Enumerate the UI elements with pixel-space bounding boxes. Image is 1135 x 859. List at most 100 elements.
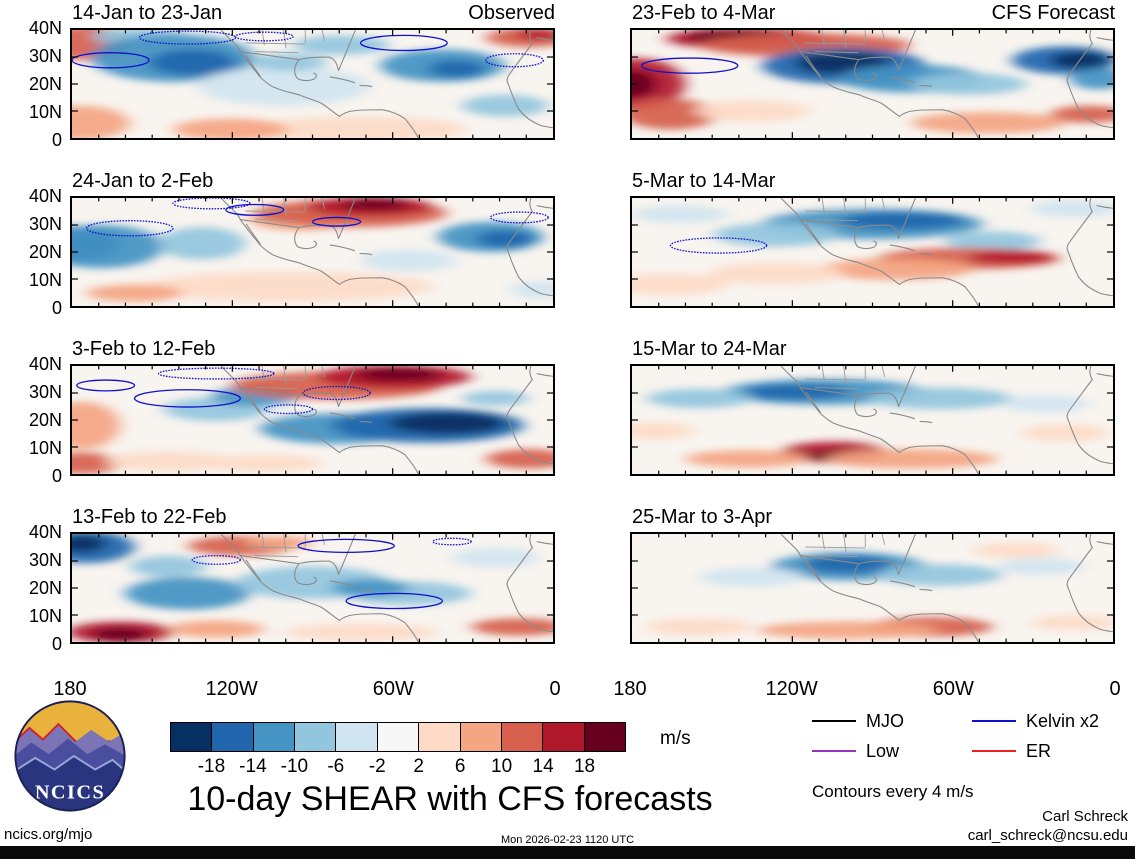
- panel-date-range: 3-Feb to 12-Feb: [72, 338, 216, 360]
- colorbar-level-label: -10: [280, 756, 309, 777]
- y-tick-label: 30N: [28, 46, 62, 66]
- shear-anomaly-map: [72, 198, 553, 306]
- y-tick-label: 20N: [28, 242, 62, 262]
- colorbar-labels: -18 -14 -10 -6 -2 2 6 10 14 18: [170, 752, 626, 777]
- shear-anomaly-map: [632, 30, 1113, 138]
- panel-date-range: 24-Jan to 2-Feb: [72, 170, 214, 192]
- panel-date-range: 15-Mar to 24-Mar: [632, 338, 787, 360]
- logo-front-ridge: [15, 754, 125, 773]
- observed-column: 14-Jan to 23-Jan Observed 40N 30N 20N 10N 0 …: [0, 0, 561, 702]
- colorbar-segment: [211, 723, 253, 751]
- y-tick-label: 0: [51, 130, 62, 150]
- shear-anomaly-map: [72, 366, 553, 474]
- colorbar-level-label: -14: [239, 756, 267, 777]
- y-tick-label: 40N: [28, 18, 62, 38]
- y-tick-label: 0: [51, 466, 62, 486]
- y-axis: [560, 532, 630, 644]
- author-email: carl_schreck@ncsu.edu: [967, 826, 1128, 844]
- colorbar-level-label: 6: [454, 756, 466, 777]
- shear-anomaly-map: [72, 534, 553, 642]
- panel-date-range: 23-Feb to 4-Mar: [632, 2, 776, 24]
- y-axis: [560, 28, 630, 140]
- map-panel: 15-Mar to 24-Mar: [560, 336, 1115, 504]
- author-credit: Carl Schreck carl_schreck@ncsu.edu: [968, 808, 1128, 846]
- legend-item-er: ER: [972, 741, 1132, 762]
- y-tick-label: 20N: [28, 410, 62, 430]
- map-frame: [630, 196, 1115, 308]
- panel-date-range: 13-Feb to 22-Feb: [72, 506, 227, 528]
- legend-label-kelvin: Kelvin x2: [1026, 710, 1100, 731]
- y-tick-label: 30N: [28, 382, 62, 402]
- logo-mountains-front: [15, 756, 125, 811]
- legend-label-mjo: MJO: [866, 710, 904, 731]
- column-header-observed: Observed: [468, 2, 555, 24]
- legend-item-low: Low: [812, 741, 972, 762]
- panel-date-range: 14-Jan to 23-Jan: [72, 2, 223, 24]
- y-axis: [560, 364, 630, 476]
- colorbar-level-label: 18: [573, 756, 596, 777]
- contour-interval-note: Contours every 4 m/s: [812, 782, 974, 801]
- map-panel: 14-Jan to 23-Jan Observed 40N 30N 20N 10N 0: [0, 0, 555, 168]
- column-header-forecast: CFS Forecast: [991, 2, 1115, 24]
- x-tick-label: 180: [53, 678, 87, 700]
- colorbar-segment: [459, 723, 501, 751]
- colorbar-level-label: -6: [327, 756, 345, 777]
- shear-anomaly-map: [632, 198, 1113, 306]
- map-panel: 5-Mar to 14-Mar: [560, 168, 1115, 336]
- legend-item-kelvin: Kelvin x2: [972, 711, 1132, 732]
- map-panel: 25-Mar to 3-Apr: [560, 504, 1115, 672]
- shear-anomaly-map: [632, 534, 1113, 642]
- y-tick-label: 40N: [28, 186, 62, 206]
- x-tick-label: 180: [613, 678, 647, 700]
- y-tick-label: 0: [51, 634, 62, 654]
- x-tick-label: 60W: [932, 678, 974, 700]
- y-axis: 40N 30N 20N 10N 0: [0, 355, 70, 485]
- colorbar-level-label: 10: [491, 756, 513, 777]
- y-tick-label: 10N: [28, 270, 62, 290]
- er-line-swatch: [972, 749, 1016, 753]
- site-url: ncics.org/mjo: [4, 826, 93, 843]
- colorbar-level-label: 2: [413, 756, 425, 777]
- x-tick-label: 120W: [765, 678, 818, 700]
- colorbar-segment: [500, 723, 543, 751]
- x-tick-label: 0: [1109, 678, 1121, 700]
- colorbar-level-label: -18: [197, 756, 226, 777]
- forecast-column: 23-Feb to 4-Mar CFS Forecast 5-Mar to 14…: [560, 0, 1120, 702]
- colorbar-segment: [294, 723, 336, 751]
- low-line-swatch: [812, 749, 856, 753]
- map-frame: [70, 532, 555, 644]
- y-tick-label: 10N: [28, 606, 62, 626]
- x-axis: 180 120W 60W 0: [0, 672, 560, 702]
- colorbar-segment: [252, 723, 295, 751]
- panel-header: 14-Jan to 23-Jan Observed: [0, 0, 555, 28]
- legend-label-er: ER: [1026, 740, 1052, 761]
- x-tick-label: 60W: [372, 678, 414, 700]
- colorbar: -18 -14 -10 -6 -2 2 6 10 14 18: [170, 722, 626, 777]
- bottom-bar: [0, 846, 1135, 859]
- y-tick-label: 10N: [28, 102, 62, 122]
- y-tick-label: 20N: [28, 74, 62, 94]
- logo-ridge-line: [15, 722, 77, 744]
- colorbar-scale: [170, 722, 626, 752]
- colorbar-units: m/s: [660, 728, 691, 749]
- y-axis: [560, 196, 630, 308]
- y-tick-label: 20N: [28, 578, 62, 598]
- x-axis: 180 120W 60W 0: [560, 672, 1120, 702]
- render-timestamp: Mon 2026-02-23 1120 UTC: [500, 834, 635, 846]
- shear-anomaly-map: [72, 30, 553, 138]
- colorbar-segment: [542, 723, 584, 751]
- panel-date-range: 25-Mar to 3-Apr: [632, 506, 773, 528]
- kelvin-line-swatch: [972, 719, 1016, 723]
- y-tick-label: 30N: [28, 214, 62, 234]
- colorbar-level-label: 14: [532, 756, 554, 777]
- x-tick-label: 120W: [205, 678, 258, 700]
- legend-label-low: Low: [866, 740, 900, 761]
- map-frame: [630, 28, 1115, 140]
- y-axis: 40N 30N 20N 10N 0: [0, 187, 70, 317]
- panel-date-range: 5-Mar to 14-Mar: [632, 170, 776, 192]
- author-name: Carl Schreck: [1042, 808, 1128, 825]
- y-tick-label: 40N: [28, 354, 62, 374]
- y-tick-label: 10N: [28, 438, 62, 458]
- map-frame: [70, 196, 555, 308]
